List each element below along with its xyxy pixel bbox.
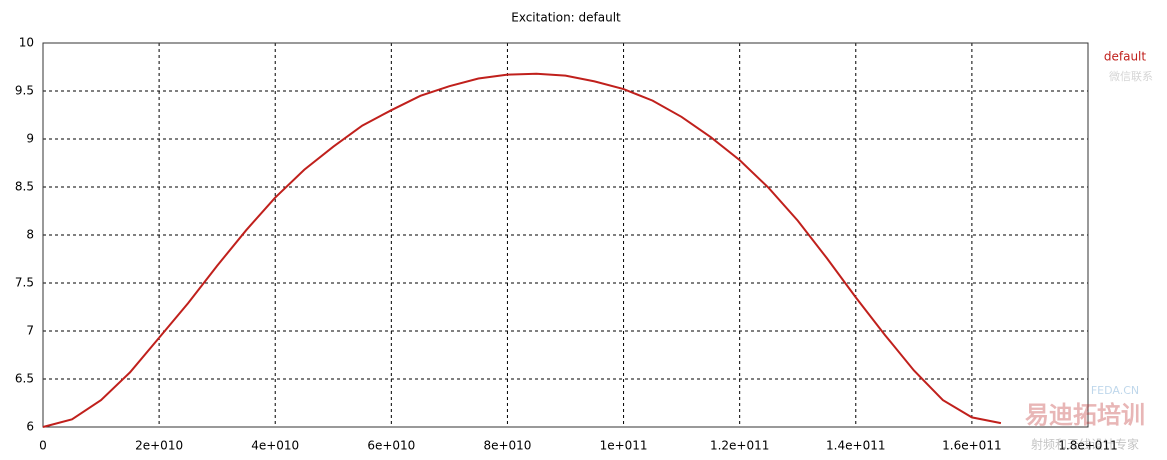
watermark-text: FEDA.CN	[1091, 384, 1139, 397]
watermark-text: 微信联系	[1109, 69, 1153, 83]
y-tick-label: 6	[26, 420, 34, 434]
chart-title: Excitation: default	[511, 11, 621, 25]
y-tick-label: 8	[26, 228, 34, 242]
x-tick-label: 1.8e+011	[1058, 439, 1117, 453]
x-tick-label: 8e+010	[483, 439, 531, 453]
y-tick-label: 9	[26, 132, 34, 146]
y-tick-label: 10	[19, 36, 34, 50]
y-tick-label: 6.5	[15, 372, 34, 386]
y-tick-label: 7	[26, 324, 34, 338]
watermark-text: 易迪拓培训	[1025, 401, 1145, 429]
x-tick-label: 2e+010	[135, 439, 183, 453]
x-tick-label: 1.2e+011	[710, 439, 769, 453]
x-tick-label: 1e+011	[600, 439, 648, 453]
x-tick-label: 0	[39, 439, 47, 453]
y-tick-label: 7.5	[15, 276, 34, 290]
plot-border	[42, 42, 1089, 428]
x-tick-label: 1.4e+011	[826, 439, 885, 453]
legend-label: default	[1104, 50, 1147, 64]
watermark: 微信联系 FEDA.CN 易迪拓培训 射频和天线设计专家	[1025, 69, 1153, 452]
x-tick-label: 1.6e+011	[942, 439, 1001, 453]
y-tick-label: 9.5	[15, 84, 34, 98]
watermark-text: 射频和天线设计专家	[1031, 437, 1139, 452]
series-line	[42, 72, 1002, 428]
y-tick-label: 8.5	[15, 180, 34, 194]
x-tick-label: 4e+010	[251, 439, 299, 453]
x-tick-label: 6e+010	[367, 439, 415, 453]
